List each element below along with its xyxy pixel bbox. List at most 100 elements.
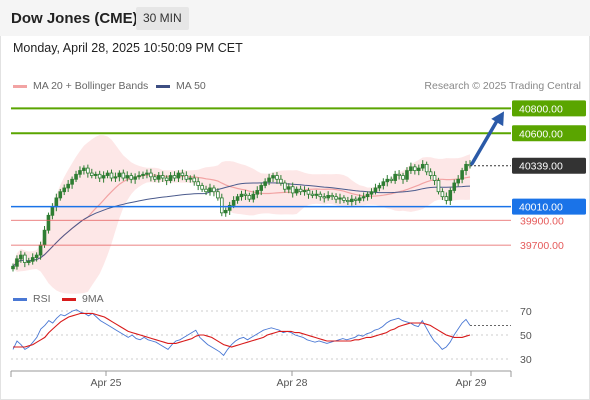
candle-body xyxy=(448,190,453,201)
timestamp: Monday, April 28, 2025 10:50:09 PM CET xyxy=(13,41,243,55)
candle-body xyxy=(38,244,43,256)
level-tag xyxy=(512,125,586,142)
candle-body xyxy=(397,173,401,176)
legend-9ma-label: 9MA xyxy=(82,293,104,305)
candle-body xyxy=(117,172,122,178)
candle-body xyxy=(121,172,126,179)
candle-body xyxy=(353,198,358,201)
candle-body xyxy=(156,175,161,180)
level-label: 40600.00 xyxy=(519,128,563,140)
candle-body xyxy=(405,170,409,180)
candle-body xyxy=(26,260,31,263)
candle-body xyxy=(416,167,421,171)
candle-body xyxy=(153,176,157,180)
candle-body xyxy=(401,175,405,180)
candle-body xyxy=(149,172,153,178)
candle-body xyxy=(251,193,256,200)
candle-body xyxy=(160,175,165,179)
candle-body xyxy=(428,171,433,176)
candle-body xyxy=(283,182,287,190)
candle-body xyxy=(82,167,86,171)
level-label: 39900.00 xyxy=(520,215,564,227)
candle-body xyxy=(456,178,460,184)
candle-body xyxy=(389,178,394,181)
level-label: 40339.00 xyxy=(519,161,563,173)
candle-body xyxy=(23,254,27,263)
candle-body xyxy=(58,191,63,199)
candle-body xyxy=(184,175,189,180)
legend-ma50: MA 50 xyxy=(156,80,206,92)
candle-body xyxy=(298,188,303,193)
level-tag xyxy=(512,100,586,117)
candle-body xyxy=(101,175,106,179)
candle-body xyxy=(310,193,315,196)
candle-body xyxy=(279,178,283,184)
candle-body xyxy=(141,173,145,176)
candle-body xyxy=(259,185,263,191)
candle-body xyxy=(105,172,110,176)
candle-body xyxy=(93,173,98,176)
level-label: 40010.00 xyxy=(519,202,563,214)
level-tag xyxy=(512,157,586,174)
candle-body xyxy=(286,186,291,190)
candle-body xyxy=(330,195,334,198)
candle-body xyxy=(216,191,220,199)
candle-body xyxy=(420,163,425,169)
candle-body xyxy=(212,187,216,193)
candle-body xyxy=(381,181,386,186)
candle-body xyxy=(164,177,169,181)
candle-body xyxy=(46,214,51,231)
candle-body xyxy=(413,166,417,171)
candle-body xyxy=(373,187,378,193)
candle-body xyxy=(290,186,295,194)
candle-body xyxy=(168,175,173,181)
candle-body xyxy=(464,163,468,171)
candle-body xyxy=(460,170,464,180)
candle-body xyxy=(223,209,228,214)
candle-body xyxy=(208,187,212,193)
legend-ma20-label: MA 20 + Bollinger Bands xyxy=(33,80,149,92)
ma20-swatch-icon xyxy=(13,84,27,88)
candle-body xyxy=(452,182,457,191)
legend-ma20: MA 20 + Bollinger Bands xyxy=(13,80,148,92)
candle-body xyxy=(70,178,74,185)
candle-body xyxy=(204,188,208,193)
candle-body xyxy=(19,254,23,260)
copyright-text: Research © 2025 Trading Central xyxy=(424,80,581,92)
instrument-title: Dow Jones (CME) xyxy=(11,10,138,27)
candle-body xyxy=(78,170,82,175)
candle-body xyxy=(334,196,338,200)
rsi-swatch-icon xyxy=(13,297,27,301)
candle-body xyxy=(365,193,370,198)
candle-body xyxy=(86,167,90,174)
level-label: 39700.00 xyxy=(520,240,564,252)
candle-body xyxy=(377,185,382,189)
rsi-line xyxy=(12,309,471,357)
candle-body xyxy=(350,198,354,203)
x-tick-label: Apr 29 xyxy=(456,377,487,389)
candle-body xyxy=(74,173,78,180)
candle-body xyxy=(125,175,130,179)
timeframe-badge[interactable]: 30 MIN xyxy=(136,7,189,30)
candle-body xyxy=(346,199,350,203)
candle-body xyxy=(326,195,330,199)
candle-body xyxy=(137,175,141,178)
bollinger-band xyxy=(13,135,470,294)
candle-body xyxy=(54,197,59,208)
candles xyxy=(11,160,472,272)
rsi-ma-line xyxy=(13,312,471,348)
candle-body xyxy=(361,196,366,199)
candle-body xyxy=(444,196,449,201)
candle-body xyxy=(306,190,311,195)
candle-body xyxy=(89,172,94,176)
legend-9ma: 9MA xyxy=(62,293,104,305)
level-tag xyxy=(512,198,586,215)
x-tick-label: Apr 28 xyxy=(277,377,308,389)
9ma-swatch-icon xyxy=(62,297,76,301)
candle-body xyxy=(243,193,248,196)
rsi-tick-label: 70 xyxy=(520,306,532,318)
candle-body xyxy=(220,197,224,214)
candle-body xyxy=(314,193,319,196)
candle-body xyxy=(385,178,390,183)
